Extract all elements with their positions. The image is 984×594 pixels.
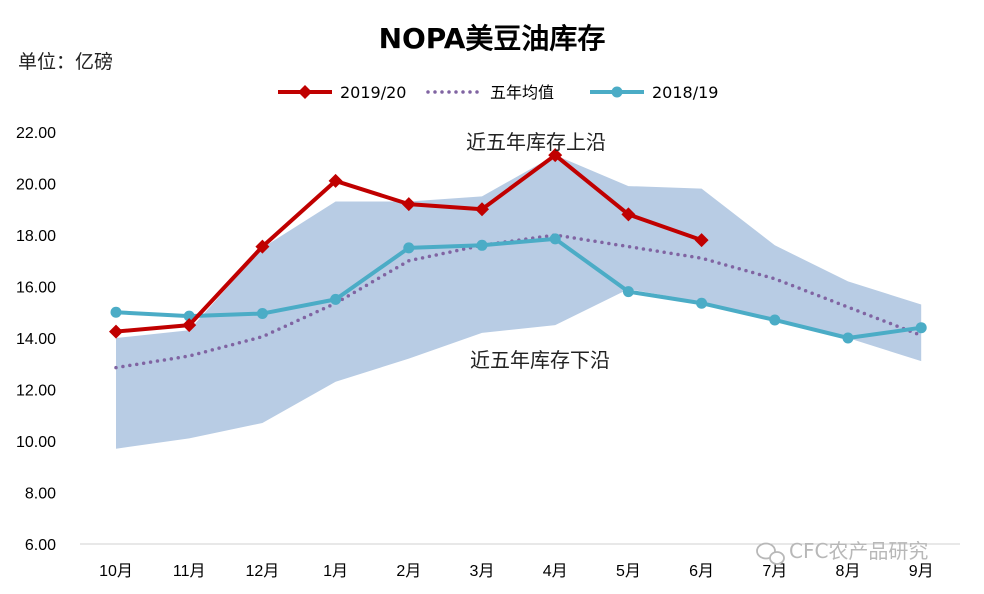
data-point <box>298 85 312 99</box>
legend-item: 五年均值 <box>426 83 554 102</box>
x-tick-label: 10月 <box>99 563 133 580</box>
x-tick-label: 9月 <box>909 563 934 580</box>
series-2019/20 <box>109 148 709 339</box>
legend-label: 2019/20 <box>340 83 406 102</box>
data-point <box>475 202 489 217</box>
data-point <box>255 239 270 254</box>
x-tick-label: 8月 <box>836 563 861 580</box>
data-point <box>842 332 854 344</box>
data-point <box>696 297 708 309</box>
data-point <box>183 310 195 322</box>
watermark-text: CFC农产品研究 <box>789 539 928 563</box>
data-point <box>328 173 343 188</box>
data-point <box>109 324 123 339</box>
y-tick-label: 6.00 <box>25 537 56 554</box>
wechat-icon <box>756 542 785 565</box>
x-tick-label: 5月 <box>616 563 641 580</box>
x-tick-label: 1月 <box>323 563 348 580</box>
five-year-range-band <box>116 155 922 449</box>
x-tick-label: 4月 <box>543 563 568 580</box>
axis-layer: 6.00 8.00 10.00 12.00 14.00 16.00 18.00 20.00 22… <box>16 125 960 580</box>
data-point <box>182 318 197 333</box>
y-tick-label: 10.00 <box>16 434 56 451</box>
data-point <box>256 308 268 320</box>
series-2018/19 <box>110 233 927 344</box>
y-tick-label: 22.00 <box>16 125 56 142</box>
band-lower-label: 近五年库存下沿 <box>470 348 610 372</box>
series-line <box>115 236 922 340</box>
legend-item: 2018/19 <box>590 83 718 102</box>
data-point <box>769 314 781 326</box>
data-point <box>476 239 488 251</box>
data-point <box>611 86 623 98</box>
legend: 2019/20 五年均值 2018/19 <box>278 83 718 102</box>
data-point <box>330 293 342 305</box>
y-tick-label: 18.00 <box>16 228 56 245</box>
y-tick-label: 12.00 <box>16 383 56 400</box>
band-upper-label: 近五年库存上沿 <box>466 130 606 154</box>
legend-label: 2018/19 <box>652 83 718 102</box>
y-tick-label: 20.00 <box>16 177 56 194</box>
x-tick-label: 2月 <box>396 563 421 580</box>
data-point <box>621 207 636 222</box>
chart-title: NOPA美豆油库存 <box>379 22 606 55</box>
data-point <box>694 233 709 248</box>
x-tick-label: 3月 <box>470 563 495 580</box>
data-point <box>401 197 416 212</box>
data-point <box>110 306 122 318</box>
data-point <box>622 286 634 298</box>
unit-label: 单位：亿磅 <box>18 51 113 73</box>
series-layer <box>109 148 927 370</box>
legend-item: 2019/20 <box>278 83 406 102</box>
x-tick-label: 11月 <box>173 563 206 580</box>
data-point <box>915 322 927 334</box>
data-point <box>403 242 415 254</box>
y-tick-label: 8.00 <box>25 486 56 503</box>
data-point <box>549 233 561 245</box>
x-tick-label: 6月 <box>689 563 714 580</box>
watermark: CFC农产品研究 <box>756 539 928 565</box>
legend-label: 五年均值 <box>490 83 554 102</box>
y-tick-label: 16.00 <box>16 280 56 297</box>
x-tick-label: 12月 <box>245 563 279 580</box>
y-tick-label: 14.00 <box>16 331 56 348</box>
band-layer <box>116 155 922 449</box>
x-tick-label: 7月 <box>762 563 787 580</box>
data-point <box>548 148 563 163</box>
